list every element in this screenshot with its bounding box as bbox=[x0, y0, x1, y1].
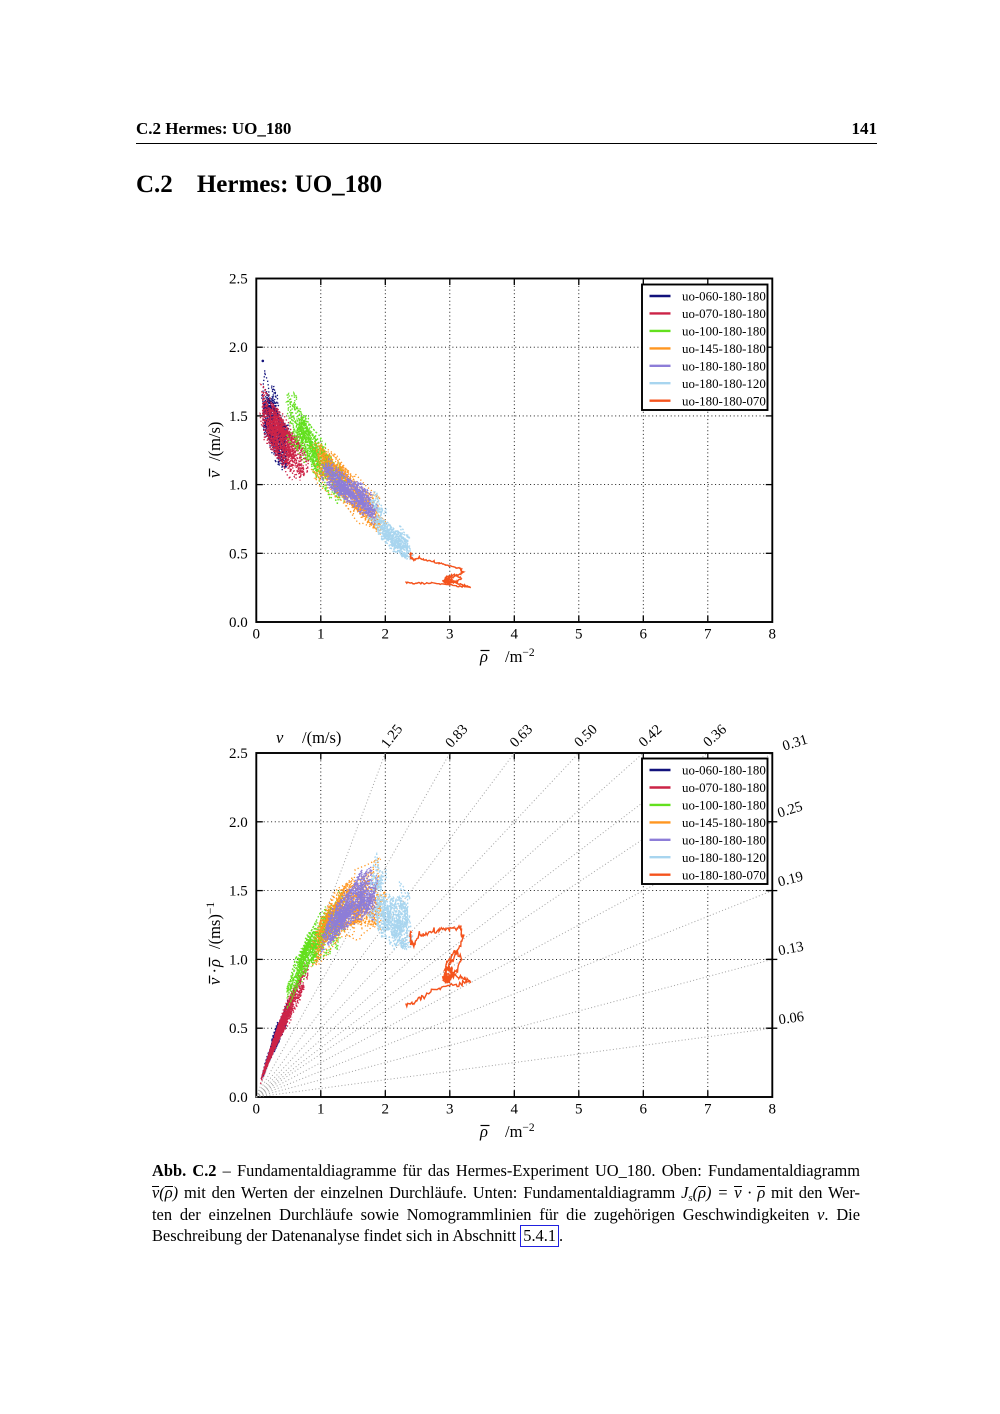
svg-text:uo-180-180-120: uo-180-180-120 bbox=[682, 377, 766, 391]
svg-text:1.5: 1.5 bbox=[229, 884, 248, 900]
svg-text:ρ: ρ bbox=[479, 647, 488, 666]
svg-text:0: 0 bbox=[253, 1102, 261, 1118]
svg-text:2.5: 2.5 bbox=[229, 746, 248, 762]
svg-text:0.0: 0.0 bbox=[229, 1090, 248, 1106]
svg-text:/(m/s): /(m/s) bbox=[205, 422, 224, 461]
svg-text:/m−2: /m−2 bbox=[505, 1122, 535, 1141]
svg-text:3: 3 bbox=[446, 1102, 454, 1118]
svg-text:v: v bbox=[205, 977, 224, 985]
svg-text:uo-180-180-070: uo-180-180-070 bbox=[682, 394, 766, 408]
svg-text:1.0: 1.0 bbox=[229, 478, 248, 494]
svg-text:4: 4 bbox=[511, 1102, 519, 1118]
svg-text:uo-145-180-180: uo-145-180-180 bbox=[682, 816, 766, 830]
svg-text:0.83: 0.83 bbox=[442, 722, 471, 751]
svg-text:8: 8 bbox=[769, 627, 777, 643]
svg-text:1: 1 bbox=[317, 1102, 325, 1118]
svg-text:v: v bbox=[276, 728, 284, 747]
svg-text:0.06: 0.06 bbox=[778, 1009, 805, 1028]
svg-text:4: 4 bbox=[511, 627, 519, 643]
svg-text:1.25: 1.25 bbox=[378, 722, 406, 752]
svg-text:uo-180-180-070: uo-180-180-070 bbox=[682, 868, 766, 882]
svg-text:1.5: 1.5 bbox=[229, 409, 248, 425]
svg-text:2: 2 bbox=[382, 1102, 390, 1118]
svg-text:2.5: 2.5 bbox=[229, 272, 248, 288]
svg-text:5: 5 bbox=[575, 627, 583, 643]
svg-text:0.5: 0.5 bbox=[229, 546, 248, 562]
svg-text:uo-060-180-180: uo-060-180-180 bbox=[682, 764, 766, 778]
svg-text:2: 2 bbox=[382, 627, 390, 643]
svg-text:0.0: 0.0 bbox=[229, 615, 248, 631]
svg-text:0.31: 0.31 bbox=[781, 732, 810, 755]
svg-text:v: v bbox=[205, 470, 224, 478]
svg-text:2.0: 2.0 bbox=[229, 340, 248, 356]
svg-text:7: 7 bbox=[704, 1102, 712, 1118]
svg-text:uo-180-180-180: uo-180-180-180 bbox=[682, 833, 766, 847]
svg-text:8: 8 bbox=[769, 1102, 777, 1118]
svg-text:0.50: 0.50 bbox=[571, 722, 600, 751]
svg-text:0.63: 0.63 bbox=[507, 722, 536, 751]
svg-text:uo-100-180-180: uo-100-180-180 bbox=[682, 799, 766, 813]
svg-text:6: 6 bbox=[640, 1102, 648, 1118]
svg-text:0.42: 0.42 bbox=[636, 722, 665, 751]
svg-text:uo-070-180-180: uo-070-180-180 bbox=[682, 781, 766, 795]
svg-text:0.36: 0.36 bbox=[700, 722, 730, 751]
svg-text:3: 3 bbox=[446, 627, 454, 643]
svg-text:7: 7 bbox=[704, 627, 712, 643]
svg-text:/(m/s): /(m/s) bbox=[302, 728, 341, 747]
svg-text:0.25: 0.25 bbox=[776, 799, 805, 822]
svg-text:·: · bbox=[205, 968, 224, 974]
svg-text:0: 0 bbox=[253, 627, 261, 643]
svg-text:uo-145-180-180: uo-145-180-180 bbox=[682, 342, 766, 356]
svg-text:ρ: ρ bbox=[479, 1122, 488, 1141]
svg-text:2.0: 2.0 bbox=[229, 815, 248, 831]
svg-text:5: 5 bbox=[575, 1102, 583, 1118]
svg-text:uo-180-180-120: uo-180-180-120 bbox=[682, 851, 766, 865]
svg-text:uo-100-180-180: uo-100-180-180 bbox=[682, 325, 766, 339]
svg-text:uo-070-180-180: uo-070-180-180 bbox=[682, 307, 766, 321]
svg-text:6: 6 bbox=[640, 627, 648, 643]
svg-text:0.13: 0.13 bbox=[777, 939, 805, 960]
svg-text:0.5: 0.5 bbox=[229, 1021, 248, 1037]
svg-text:0.19: 0.19 bbox=[776, 869, 805, 891]
svg-text:uo-060-180-180: uo-060-180-180 bbox=[682, 290, 766, 304]
svg-text:/m−2: /m−2 bbox=[505, 647, 535, 666]
svg-text:1: 1 bbox=[317, 627, 325, 643]
svg-text:/(ms)−1: /(ms)−1 bbox=[205, 902, 224, 949]
svg-text:ρ: ρ bbox=[205, 959, 224, 968]
svg-text:1.0: 1.0 bbox=[229, 952, 248, 968]
svg-text:uo-180-180-180: uo-180-180-180 bbox=[682, 359, 766, 373]
